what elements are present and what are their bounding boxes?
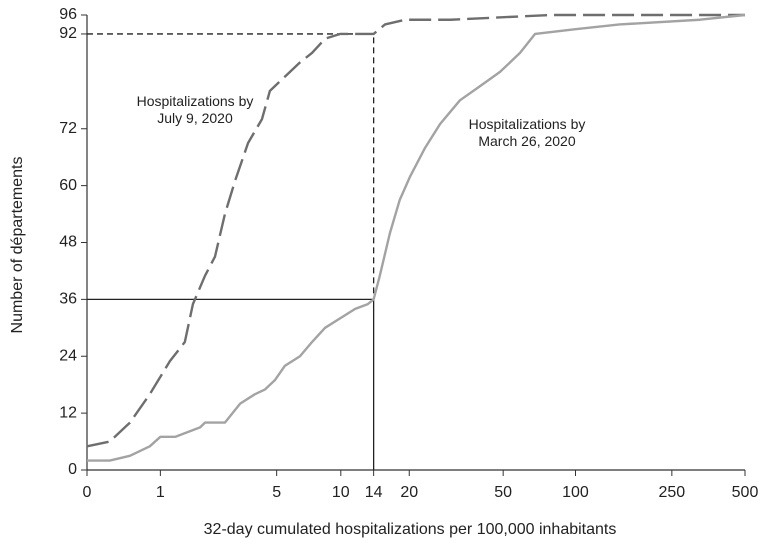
series-label: Hospitalizations by March 26, 2020 [468,116,586,149]
x-tick-label: 20 [400,484,418,501]
x-tick-label: 500 [732,484,759,501]
y-axis-label: Number of départements [9,157,26,334]
y-tick-label: 92 [59,25,77,42]
x-tick-label: 5 [272,484,281,501]
x-tick-label: 1 [156,484,165,501]
y-tick-label: 36 [59,291,77,308]
y-tick-label: 72 [59,120,77,137]
y-tick-label: 0 [68,461,77,478]
x-tick-label: 250 [658,484,685,501]
x-tick-label: 14 [365,484,383,501]
y-tick-label: 60 [59,177,77,194]
y-tick-label: 48 [59,234,77,251]
y-tick-label: 12 [59,404,77,421]
x-axis-label: 32-day cumulated hospitalizations per 10… [204,521,617,538]
x-tick-label: 50 [494,484,512,501]
series-label: Hospitalizations by July 9, 2020 [136,93,254,126]
guide-line [87,33,375,300]
series-line [87,13,746,462]
x-tick-label: 0 [83,484,92,501]
x-tick-label: 100 [562,484,589,501]
x-tick-label: 10 [332,484,350,501]
y-tick-label: 96 [59,6,77,23]
series-line [86,13,745,448]
y-tick-label: 24 [59,347,77,364]
